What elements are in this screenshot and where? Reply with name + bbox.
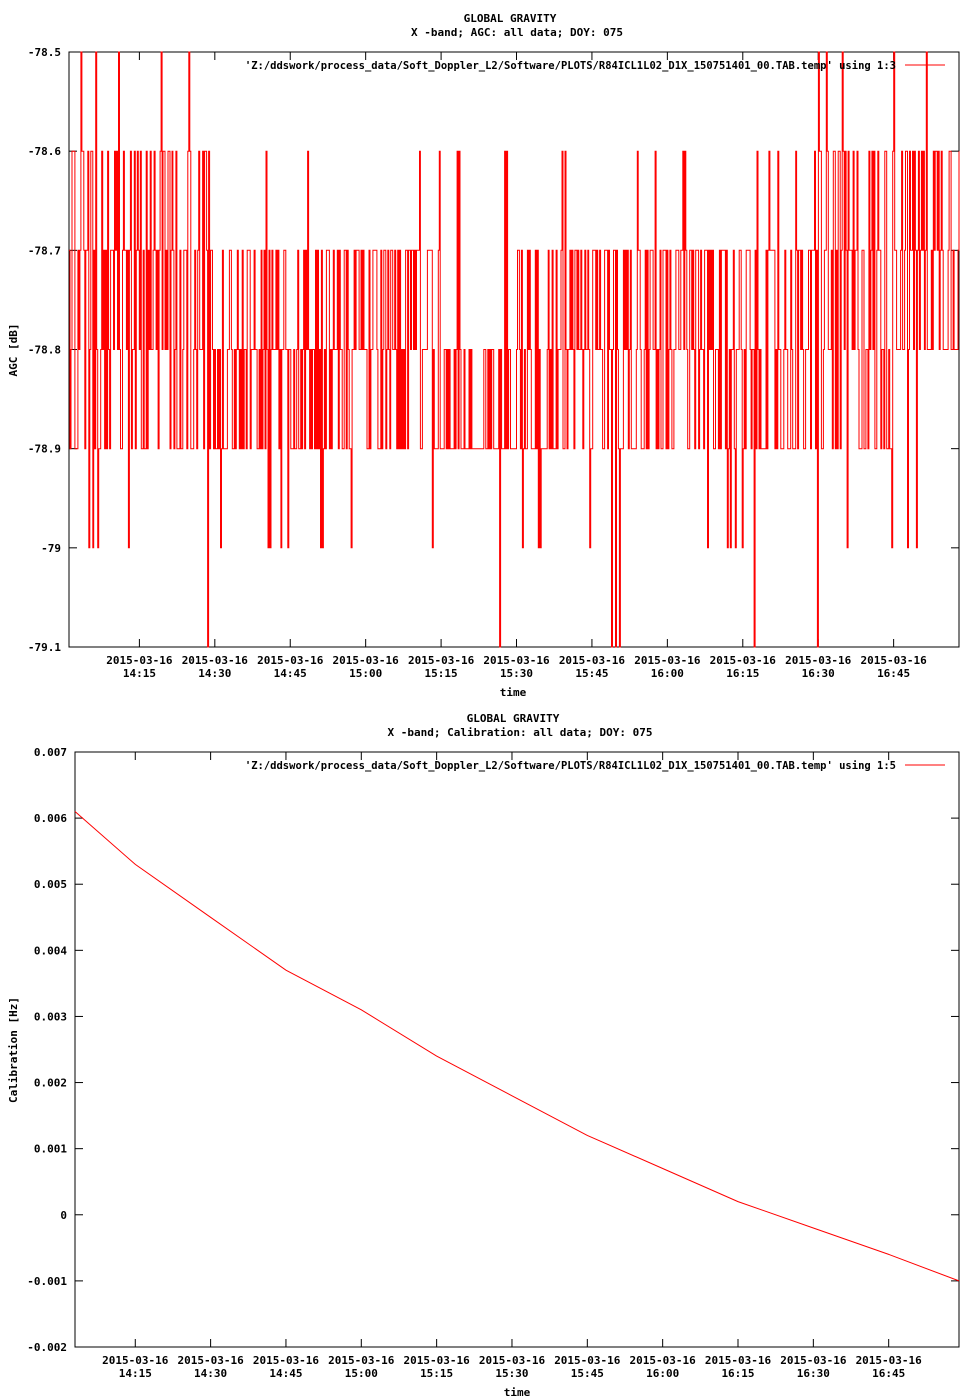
x-tick-label-date: 2015-03-16 [710,654,777,667]
x-tick-label-date: 2015-03-16 [408,654,475,667]
x-tick-label-time: 14:45 [269,1367,302,1380]
x-tick-label-time: 15:45 [575,667,608,680]
agc-series-line [69,51,960,648]
calibration-chart: GLOBAL GRAVITY X -band; Calibration: all… [7,712,960,1399]
x-tick-label-time: 15:00 [345,1367,378,1380]
y-tick-label: -78.5 [28,46,61,59]
x-tick-label-time: 16:15 [721,1367,754,1380]
x-tick-label-time: 15:15 [425,667,458,680]
x-tick-label-date: 2015-03-16 [182,654,249,667]
x-tick-label-date: 2015-03-16 [630,1354,697,1367]
y-tick-label: 0.004 [34,944,67,957]
x-tick-label-date: 2015-03-16 [257,654,324,667]
legend-label: 'Z:/ddswork/process_data/Soft_Doppler_L2… [245,60,896,72]
x-axis-label: time [504,1386,531,1399]
x-axis: 2015-03-1614:152015-03-1614:302015-03-16… [102,752,922,1380]
chart-title: GLOBAL GRAVITY [467,712,560,725]
x-tick-label-time: 16:00 [646,1367,679,1380]
x-tick-label-time: 16:45 [872,1367,905,1380]
x-tick-label-date: 2015-03-16 [705,1354,772,1367]
y-axis-label: AGC [dB] [7,324,20,377]
y-tick-label: -78.8 [28,344,61,357]
x-tick-label-time: 16:15 [726,667,759,680]
agc-chart: GLOBAL GRAVITY X -band; AGC: all data; D… [7,12,960,699]
y-tick-label: -79 [41,542,61,555]
y-tick-label: 0.002 [34,1077,67,1090]
x-tick-label-date: 2015-03-16 [102,1354,169,1367]
y-tick-label: -0.002 [27,1341,67,1354]
legend-label: 'Z:/ddswork/process_data/Soft_Doppler_L2… [245,760,896,772]
y-tick-label: 0.001 [34,1143,67,1156]
chart-subtitle: X -band; Calibration: all data; DOY: 075 [388,726,653,739]
y-tick-label: 0.007 [34,746,67,759]
x-tick-label-date: 2015-03-16 [856,1354,923,1367]
x-tick-label-date: 2015-03-16 [253,1354,320,1367]
agc-series [69,51,960,648]
y-tick-label: 0.005 [34,878,67,891]
x-tick-label-time: 16:45 [877,667,910,680]
calibration-series-line [74,811,960,1282]
x-tick-label-time: 14:30 [194,1367,227,1380]
x-tick-label-date: 2015-03-16 [106,654,173,667]
y-tick-label: -79.1 [28,641,61,654]
chart-subtitle: X -band; AGC: all data; DOY: 075 [411,26,623,39]
x-tick-label-time: 16:00 [651,667,684,680]
x-tick-label-date: 2015-03-16 [780,1354,847,1367]
x-tick-label-date: 2015-03-16 [785,654,852,667]
y-tick-label: 0.003 [34,1010,67,1023]
x-tick-label-date: 2015-03-16 [479,1354,546,1367]
y-axis: 0.007 0.006 0.005 0.004 0.003 0.002 0.001 0 -0.0… [27,746,959,1354]
y-tick-label: -78.7 [28,244,61,257]
x-tick-label-date: 2015-03-16 [634,654,701,667]
x-tick-label-time: 14:30 [198,667,231,680]
x-axis-label: time [500,686,527,699]
x-tick-label-date: 2015-03-16 [177,1354,244,1367]
x-axis: 2015-03-1614:152015-03-1614:302015-03-16… [106,52,927,680]
calibration-series [74,811,960,1282]
x-tick-label-time: 15:15 [420,1367,453,1380]
x-tick-label-date: 2015-03-16 [554,1354,621,1367]
y-tick-label: -0.001 [27,1275,67,1288]
x-tick-label-time: 15:45 [571,1367,604,1380]
y-tick-label: 0.006 [34,812,67,825]
y-tick-label: 0 [60,1209,67,1222]
y-axis-label: Calibration [Hz] [7,997,20,1103]
x-tick-label-time: 14:45 [274,667,307,680]
plot-frame [74,751,960,1348]
x-tick-label-time: 14:15 [119,1367,152,1380]
y-tick-label: -78.9 [28,443,61,456]
x-tick-label-date: 2015-03-16 [559,654,626,667]
x-tick-label-time: 16:30 [802,667,835,680]
x-tick-label-date: 2015-03-16 [483,654,550,667]
x-tick-label-date: 2015-03-16 [861,654,928,667]
x-tick-label-time: 15:30 [495,1367,528,1380]
x-tick-label-time: 14:15 [123,667,156,680]
chart-title: GLOBAL GRAVITY [464,12,557,25]
x-tick-label-date: 2015-03-16 [404,1354,471,1367]
x-tick-label-time: 15:00 [349,667,382,680]
x-tick-label-time: 15:30 [500,667,533,680]
x-tick-label-time: 16:30 [797,1367,830,1380]
x-tick-label-date: 2015-03-16 [328,1354,395,1367]
x-tick-label-date: 2015-03-16 [333,654,400,667]
y-tick-label: -78.6 [28,145,61,158]
